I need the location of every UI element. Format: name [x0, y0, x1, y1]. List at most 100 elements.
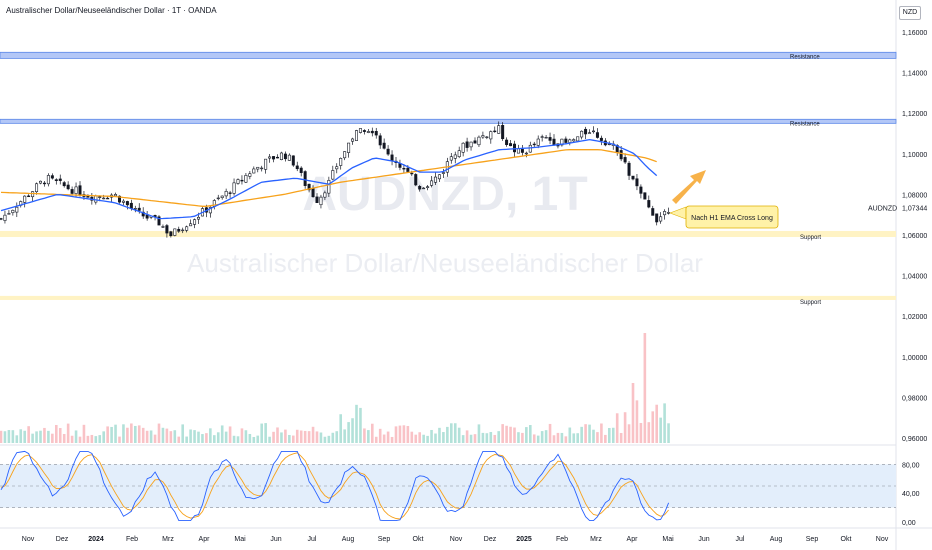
candle-body: [358, 128, 362, 133]
candle-body: [374, 131, 378, 136]
volume-bar: [359, 407, 362, 443]
time-tick: Sep: [378, 536, 391, 543]
volume-bar: [102, 431, 105, 443]
candle-body: [663, 211, 667, 216]
candle-body: [303, 171, 307, 186]
price-tick: 1,02000: [902, 314, 927, 321]
time-tick: Dez: [56, 536, 69, 543]
volume-bar: [19, 429, 23, 443]
volume-bar: [560, 432, 564, 443]
resistance-zone-1: [0, 118, 897, 124]
candle-body: [173, 228, 177, 236]
volume-bar: [295, 429, 299, 443]
volume-bar: [343, 429, 346, 443]
candle-body: [595, 132, 599, 138]
volume-bar: [145, 430, 149, 443]
volume-bar: [0, 430, 3, 443]
oscillator-tick: 40,00: [902, 491, 920, 498]
volume-bar: [536, 435, 540, 443]
volume-bar: [339, 414, 342, 443]
candle-body: [307, 183, 311, 191]
candle-body: [591, 130, 595, 133]
volume-bar: [604, 434, 607, 443]
candle-body: [15, 206, 19, 213]
volume-bar: [461, 435, 465, 443]
candle-body: [414, 174, 418, 186]
oscillator-d-line: [0, 452, 669, 520]
candle-body: [339, 158, 343, 166]
volume-bar: [335, 431, 339, 443]
candle-body: [390, 154, 394, 161]
candle-body: [461, 142, 465, 153]
candle-body: [343, 151, 347, 159]
candle-body: [3, 214, 7, 221]
volume-bar: [382, 434, 386, 443]
candle-body: [165, 225, 169, 234]
volume-bar: [588, 424, 591, 443]
volume-bar: [157, 423, 161, 443]
volume-bar: [651, 411, 655, 443]
time-tick: 2024: [88, 536, 104, 543]
volume-bar: [228, 426, 232, 443]
volume-bar: [224, 431, 228, 443]
volume-bar: [110, 426, 113, 443]
candle-body: [457, 150, 461, 157]
volume-bar: [485, 433, 489, 443]
volume-bar: [623, 412, 627, 443]
price-tick: 1,06000: [902, 233, 927, 240]
candle-body: [244, 175, 248, 183]
support-label-2: Support: [800, 235, 821, 241]
candle-body: [382, 142, 386, 149]
volume-bar: [205, 433, 208, 443]
volume-bar: [94, 436, 98, 443]
volume-bar: [667, 423, 670, 443]
volume-bar: [244, 430, 248, 443]
currency-selector[interactable]: NZD: [899, 6, 921, 20]
candle-body: [260, 167, 264, 170]
candle-body: [667, 212, 671, 214]
volume-bar: [544, 430, 548, 443]
candle-body: [493, 130, 497, 133]
volume-bar: [465, 430, 469, 443]
candle-body: [268, 156, 272, 159]
price-tick: 1,16000: [902, 30, 927, 37]
time-tick: Nov: [876, 536, 889, 543]
volume-bar: [177, 436, 181, 443]
volume-bar: [315, 431, 319, 443]
candle-body: [129, 202, 133, 209]
volume-bar: [402, 425, 406, 443]
candle-body: [169, 231, 173, 237]
volume-bar: [430, 429, 433, 443]
volume-bar: [319, 432, 323, 443]
price-tick: 0,98000: [902, 395, 927, 402]
volume-bar: [663, 403, 666, 443]
candle-body: [335, 166, 339, 170]
candle-body: [489, 131, 493, 140]
callout-text: Nach H1 EMA Cross Long: [691, 215, 773, 222]
volume-bar: [27, 426, 30, 443]
candle-body: [74, 186, 78, 194]
volume-bar: [43, 427, 46, 443]
volume-bar: [552, 435, 556, 443]
candle-body: [35, 183, 39, 193]
candle-body: [516, 148, 520, 154]
volume-bar: [15, 435, 19, 443]
candle-body: [623, 157, 627, 163]
volume-bar: [374, 436, 378, 443]
price-tick: 1,04000: [902, 274, 927, 281]
volume-bar: [11, 430, 15, 443]
volume-bar: [572, 433, 576, 443]
volume-bar: [371, 423, 374, 443]
candle-body: [406, 167, 410, 172]
volume-bar: [564, 436, 568, 443]
watermark-name: Australischer Dollar/Neuseeländischer Do…: [187, 248, 703, 278]
price-tick: 1,00000: [902, 355, 927, 362]
volume-bar: [509, 426, 512, 443]
candle-body: [256, 166, 260, 170]
volume-bar: [525, 427, 528, 443]
time-tick: Mrz: [590, 536, 602, 543]
resistance-zone-0: [0, 51, 897, 59]
candle-body: [540, 136, 544, 138]
candle-body: [631, 175, 635, 180]
